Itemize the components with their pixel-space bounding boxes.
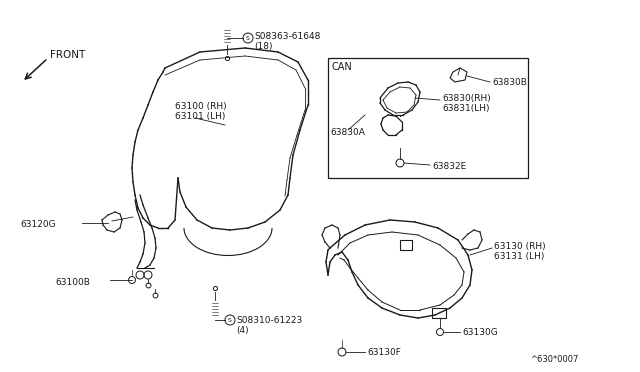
Text: S: S	[228, 317, 232, 323]
Bar	[432, 308, 446, 318]
Text: 63100B: 63100B	[55, 278, 90, 287]
Text: 63130F: 63130F	[367, 348, 401, 357]
Text: S08310-61223
(4): S08310-61223 (4)	[236, 316, 302, 336]
Text: S08363-61648
(18): S08363-61648 (18)	[254, 32, 321, 51]
Text: 63130 (RH)
63131 (LH): 63130 (RH) 63131 (LH)	[494, 242, 546, 262]
Text: 63100 (RH)
63101 (LH): 63100 (RH) 63101 (LH)	[175, 102, 227, 121]
Text: 63830B: 63830B	[492, 78, 527, 87]
Text: 63830A: 63830A	[330, 128, 365, 137]
Text: S: S	[246, 35, 250, 41]
Bar	[400, 240, 412, 250]
Text: FRONT: FRONT	[50, 50, 85, 60]
Text: 63130G: 63130G	[462, 328, 498, 337]
Text: ^630*0007: ^630*0007	[530, 355, 579, 364]
Text: CAN: CAN	[332, 62, 353, 72]
Bar	[328, 58, 528, 178]
Text: 63120G: 63120G	[20, 220, 56, 229]
Text: 63832E: 63832E	[432, 162, 467, 171]
Text: 63830(RH)
63831(LH): 63830(RH) 63831(LH)	[442, 94, 491, 113]
